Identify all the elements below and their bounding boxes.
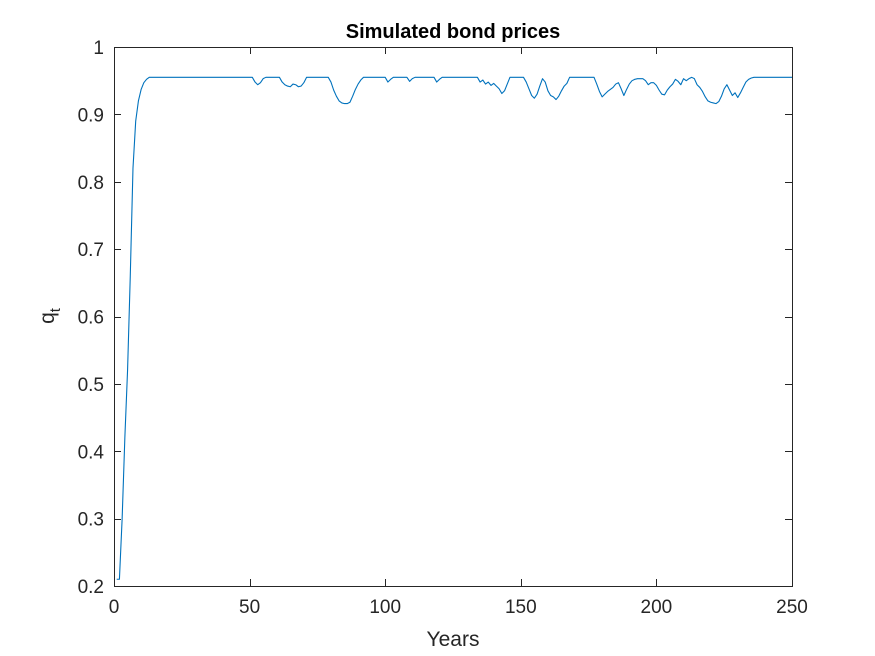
y-axis-label-base: q (36, 312, 59, 324)
y-axis-label: qt (36, 307, 64, 324)
y-tick-label: 1 (93, 38, 104, 59)
x-tick-label: 0 (109, 597, 120, 618)
y-tick-label: 0.6 (78, 308, 104, 329)
plot-area (114, 47, 792, 586)
x-tick-label: 100 (369, 597, 401, 618)
x-tick-label: 250 (776, 597, 808, 618)
x-axis-ticks: 0 50 100 150 200 250 (109, 47, 808, 618)
series-layer (116, 76, 792, 580)
y-tick-label: 0.4 (78, 442, 105, 463)
x-tick-label: 200 (641, 597, 673, 618)
y-axis-label-subscript: t (47, 307, 64, 312)
x-tick-label: 150 (505, 597, 537, 618)
y-tick-label: 0.9 (78, 105, 104, 126)
x-tick-label: 50 (239, 597, 260, 618)
y-tick-label: 0.8 (78, 173, 104, 194)
y-tick-label: 0.2 (78, 577, 104, 598)
y-tick-label: 0.5 (78, 375, 104, 396)
y-tick-label: 0.3 (78, 510, 104, 531)
y-tick-label: 0.7 (78, 240, 104, 261)
series-line-1 (116, 76, 792, 580)
x-axis-label: Years (427, 628, 480, 651)
chart-title: Simulated bond prices (346, 21, 560, 43)
y-axis-ticks: 0.2 0.3 0.4 0.5 0.6 0.7 0.8 0.9 1 (78, 38, 792, 598)
